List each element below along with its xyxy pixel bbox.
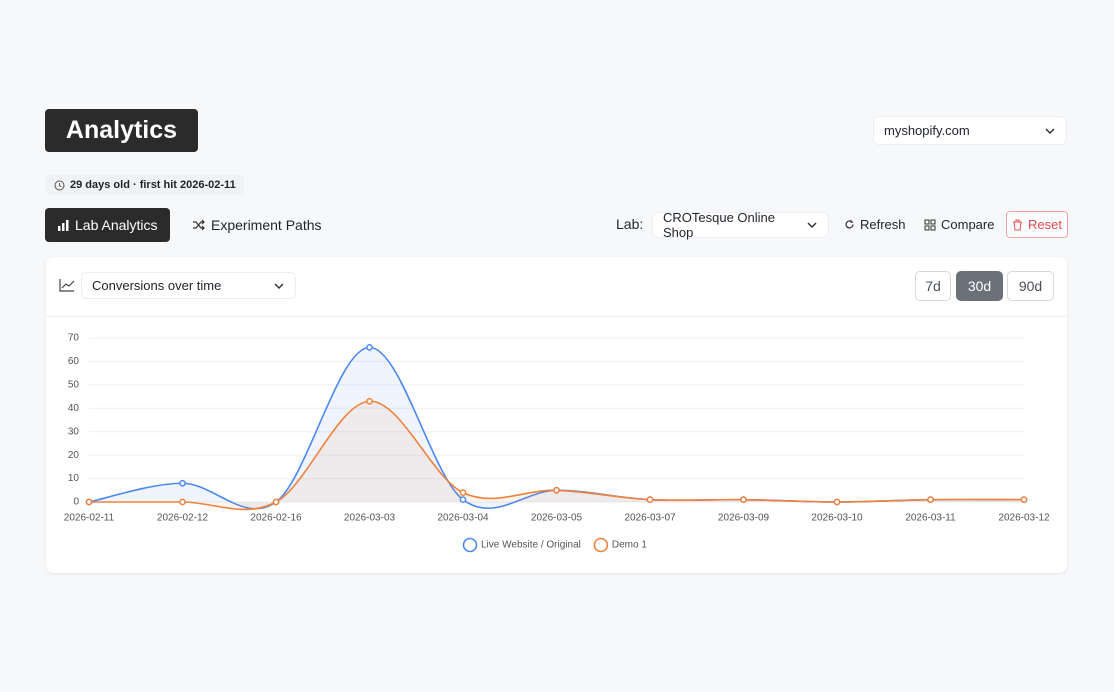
x-tick-label: 2026-03-10 <box>811 513 863 524</box>
x-tick-label: 2026-02-12 <box>157 513 209 524</box>
x-tick-label: 2026-02-16 <box>250 513 302 524</box>
legend-marker <box>593 537 609 553</box>
tab-label: Lab Analytics <box>75 217 158 233</box>
point <box>553 486 560 494</box>
divider <box>46 316 1067 317</box>
point <box>366 344 373 351</box>
bar-icon <box>58 220 69 231</box>
x-tick-label: 2026-03-11 <box>905 513 956 524</box>
point <box>927 496 934 504</box>
x-tick-label: 2026-03-07 <box>624 513 676 524</box>
y-tick-label: 30 <box>68 426 80 437</box>
compare-icon <box>924 219 936 230</box>
y-tick-label: 60 <box>68 356 80 367</box>
area <box>89 347 1024 509</box>
chevron <box>274 282 284 289</box>
refresh-button[interactable]: Refresh <box>844 217 906 232</box>
line <box>88 346 1025 510</box>
reset-button[interactable]: Reset <box>1006 211 1068 238</box>
action-label: Reset <box>1028 217 1062 232</box>
x-tick-label: 2026-03-03 <box>344 513 396 524</box>
y-tick-label: 70 <box>68 333 80 344</box>
point <box>833 498 841 506</box>
x-tick-label: 2026-03-12 <box>998 513 1050 524</box>
tab[interactable]: Lab Analytics <box>45 208 170 242</box>
point <box>740 496 747 504</box>
action-label: Refresh <box>860 217 906 232</box>
metric-select[interactable]: Conversions over time <box>81 272 296 299</box>
tab[interactable]: Experiment Paths <box>180 208 334 242</box>
chart-icon <box>59 279 75 292</box>
tab-label: Experiment Paths <box>211 217 322 233</box>
area <box>89 401 1024 510</box>
action-label: Compare <box>941 217 995 232</box>
point <box>646 496 654 504</box>
site-select-text: myshopify.com <box>884 123 970 138</box>
trash-icon <box>1013 219 1023 230</box>
chart-card <box>46 257 1067 573</box>
metric-select-text: Conversions over time <box>92 278 222 293</box>
legend-label: Demo 1 <box>612 540 647 551</box>
point <box>1020 496 1028 504</box>
lab-select-text: CROTesque Online Shop <box>663 210 775 240</box>
range-button[interactable]: 7d <box>915 271 951 301</box>
point <box>459 489 467 496</box>
line <box>89 400 1025 511</box>
y-tick-label: 50 <box>68 379 80 390</box>
chevron <box>807 222 817 229</box>
age-text: 29 days old · first hit 2026-02-11 <box>70 179 236 191</box>
shuffle-icon <box>193 219 205 231</box>
y-tick-label: 0 <box>73 497 79 508</box>
point <box>179 498 186 506</box>
legend-marker <box>462 537 478 553</box>
legend-label: Live Website / Original <box>481 540 581 551</box>
y-tick-label: 10 <box>68 473 80 484</box>
lab-select[interactable]: CROTesque Online Shop <box>652 210 829 240</box>
clock-icon <box>54 180 65 190</box>
refresh-icon <box>845 220 854 229</box>
range-button[interactable]: 30d <box>956 271 1003 301</box>
chevron <box>1045 127 1055 134</box>
x-tick-label: 2026-03-04 <box>437 513 489 524</box>
range-button[interactable]: 90d <box>1007 271 1054 301</box>
y-tick-label: 40 <box>68 403 80 414</box>
compare-button[interactable]: Compare <box>924 217 994 232</box>
point <box>366 397 373 405</box>
point <box>85 498 93 506</box>
point <box>272 498 280 506</box>
x-tick-label: 2026-03-09 <box>718 513 770 524</box>
page-title: Analytics <box>45 109 198 152</box>
point <box>459 496 467 504</box>
x-tick-label: 2026-03-05 <box>531 513 583 524</box>
age-badge: 29 days old · first hit 2026-02-11 <box>46 175 244 195</box>
x-tick-label: 2026-02-11 <box>64 513 115 524</box>
site-select[interactable]: myshopify.com <box>873 116 1067 145</box>
lab-label: Lab: <box>616 216 644 232</box>
point <box>179 479 186 487</box>
y-tick-label: 20 <box>68 450 80 461</box>
